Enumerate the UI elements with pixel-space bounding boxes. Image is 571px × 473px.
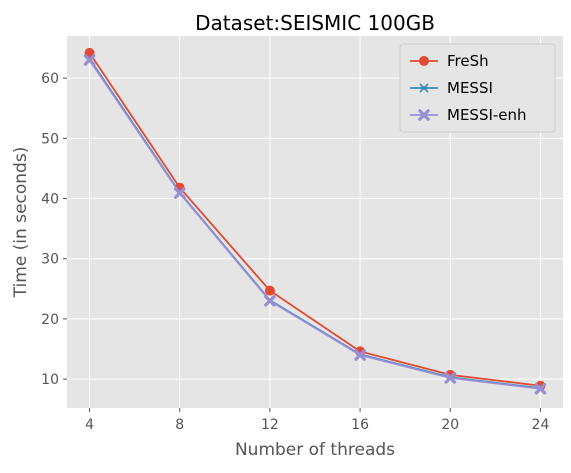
marker-stroke — [418, 109, 430, 121]
grid — [67, 36, 563, 408]
marker-stroke — [354, 349, 366, 361]
legend-marker — [418, 109, 430, 121]
series — [83, 47, 547, 395]
data-point — [264, 285, 275, 296]
marker-stroke — [419, 83, 429, 93]
chart-title: Dataset:SEISMIC 100GB — [195, 11, 435, 35]
legend-label: MESSI-enh — [447, 106, 527, 124]
x-axis-label: Number of threads — [235, 440, 395, 460]
marker-stroke — [534, 382, 547, 395]
x-tick-label: 16 — [351, 417, 369, 433]
marker-stroke — [83, 54, 96, 66]
legend-marker — [419, 56, 429, 66]
x-tick-label: 8 — [175, 417, 184, 433]
y-tick-label: 30 — [41, 252, 59, 268]
y-tick-label: 40 — [41, 192, 59, 208]
legend-label: MESSI — [447, 79, 493, 97]
data-point — [83, 54, 96, 66]
legend: FreSh MESSI MESSI-enh — [399, 43, 556, 133]
y-axis-label: Time (in seconds) — [11, 147, 31, 299]
data-point — [84, 47, 95, 58]
legend-item: MESSI-enh — [410, 106, 527, 124]
y-tick-label: 50 — [41, 131, 59, 147]
data-point — [264, 295, 276, 307]
marker-stroke — [173, 187, 186, 199]
data-point — [354, 349, 366, 361]
series-line — [88, 52, 541, 387]
data-point — [444, 372, 457, 384]
x-tick-label: 20 — [441, 417, 459, 433]
marker-stroke — [444, 372, 457, 384]
y-tick-label: 20 — [41, 312, 59, 328]
axis-ticks: 4 8 12 16 20 24 10 20 30 40 50 60 — [41, 71, 549, 433]
x-tick-label: 24 — [532, 417, 550, 433]
x-tick-label: 12 — [261, 417, 279, 433]
y-tick-label: 10 — [41, 372, 59, 388]
series-line — [88, 59, 541, 390]
x-tick-label: 4 — [85, 417, 94, 433]
legend-label: FreSh — [447, 52, 489, 70]
legend-marker — [419, 83, 429, 93]
data-point — [534, 382, 547, 395]
legend-box — [399, 43, 556, 133]
y-tick-label: 60 — [41, 71, 59, 87]
data-point — [173, 187, 186, 199]
marker-stroke — [264, 295, 276, 307]
legend-item: FreSh — [410, 52, 489, 70]
series-messi-enh — [83, 54, 547, 395]
legend-item: MESSI — [410, 79, 493, 97]
